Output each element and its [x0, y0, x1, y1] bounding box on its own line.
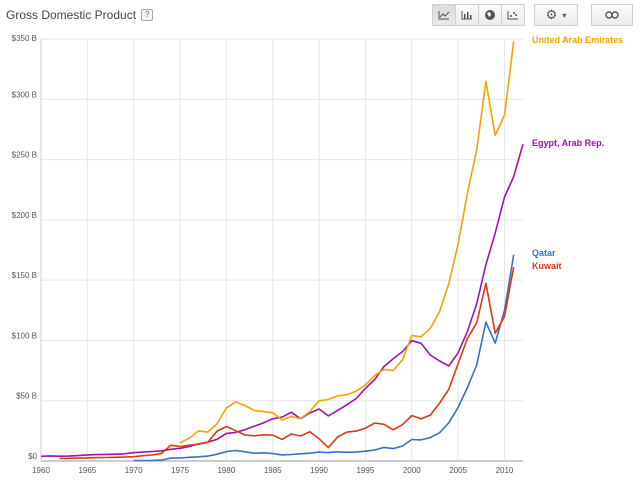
chart-type-selector	[432, 4, 525, 26]
y-tick-label: $0	[28, 452, 37, 461]
x-tick-label: 2005	[449, 466, 467, 475]
y-tick-label: $50 B	[16, 392, 37, 401]
x-tick-label: 1975	[171, 466, 189, 475]
x-tick-label: 2000	[403, 466, 421, 475]
series-line-qatar	[133, 254, 515, 462]
line-chart-icon	[438, 11, 450, 20]
bar-chart-button[interactable]	[455, 4, 478, 26]
x-tick-label: 1985	[264, 466, 282, 475]
x-tick-label: 1960	[32, 466, 50, 475]
line-chart-button[interactable]	[432, 4, 455, 26]
x-tick-label: 2010	[496, 466, 514, 475]
series-line-united-arab-emirates	[179, 41, 515, 444]
legend-label-kuwait: Kuwait	[532, 261, 562, 271]
x-tick-label: 1995	[357, 466, 375, 475]
globe-icon	[485, 10, 495, 20]
link-icon	[605, 11, 619, 19]
y-tick-label: $300 B	[12, 90, 37, 99]
gear-icon: ⚙	[545, 7, 558, 22]
map-button[interactable]	[478, 4, 501, 26]
legend-label-united-arab-emirates: United Arab Emirates	[532, 35, 623, 45]
series-line-egypt-arab-rep	[40, 143, 524, 458]
share-link-button[interactable]	[591, 4, 633, 26]
bar-chart-icon	[461, 11, 472, 20]
series-line-kuwait	[59, 266, 515, 460]
page-title: Gross Domestic Product	[6, 8, 137, 22]
legend-label-egypt-arab-rep: Egypt, Arab Rep.	[532, 138, 604, 148]
y-tick-label: $200 B	[12, 211, 37, 220]
scatter-icon	[507, 11, 518, 20]
help-icon[interactable]: ?	[141, 9, 154, 21]
scatter-button[interactable]	[501, 4, 525, 26]
y-tick-label: $350 B	[12, 34, 37, 43]
x-tick-label: 1990	[310, 466, 328, 475]
settings-button[interactable]: ⚙ ▾	[534, 4, 578, 26]
y-tick-label: $100 B	[12, 331, 37, 340]
y-tick-label: $150 B	[12, 271, 37, 280]
chevron-down-icon: ▾	[562, 10, 567, 20]
x-tick-label: 1980	[217, 466, 235, 475]
title-bar: Gross Domestic Product ?	[6, 4, 154, 26]
x-tick-label: 1965	[78, 466, 96, 475]
legend-label-qatar: Qatar	[532, 248, 556, 258]
x-tick-label: 1970	[125, 466, 143, 475]
y-tick-label: $250 B	[12, 151, 37, 160]
